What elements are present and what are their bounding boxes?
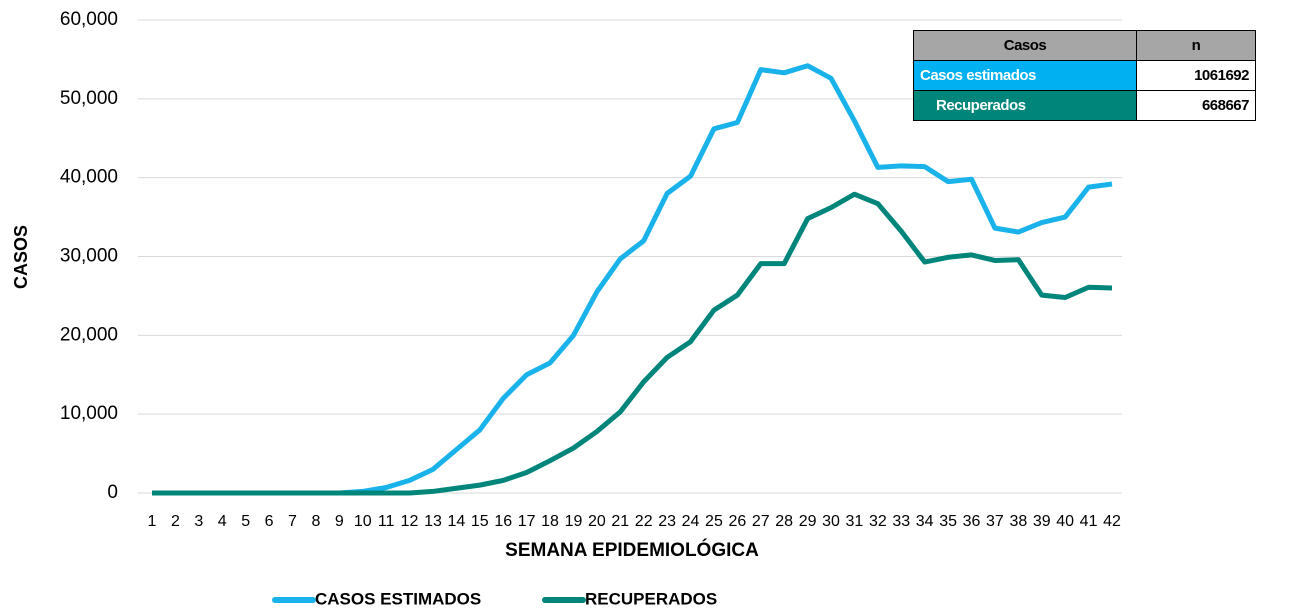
legend-label: CASOS ESTIMADOS [315,589,481,608]
x-tick-label: 9 [335,513,344,530]
summary-table: Casos n Casos estimados 1061692 Recupera… [913,30,1256,121]
x-tick-label: 15 [471,513,489,530]
y-tick-label: 60,000 [60,9,118,30]
x-tick-label: 14 [447,513,465,530]
table-cell: Casos estimados [913,60,1137,91]
x-tick-label: 13 [424,513,442,530]
x-tick-label: 4 [218,513,227,530]
y-tick-label: 10,000 [60,403,118,424]
table-cell: 668667 [1136,90,1256,121]
x-tick-label: 33 [892,513,910,530]
table-header: n [1136,30,1256,61]
x-tick-label: 41 [1080,513,1098,530]
y-axis-title: CASOS [11,225,31,289]
table-cell: 1061692 [1136,60,1256,91]
x-tick-label: 39 [1033,513,1051,530]
x-tick-label: 40 [1056,513,1074,530]
x-tick-label: 26 [728,513,746,530]
x-tick-label: 36 [963,513,981,530]
x-tick-label: 37 [986,513,1004,530]
x-tick-label: 17 [518,513,536,530]
y-tick-label: 30,000 [60,246,118,267]
x-tick-label: 27 [752,513,770,530]
x-tick-label: 8 [311,513,320,530]
x-tick-label: 19 [565,513,583,530]
x-tick-label: 28 [775,513,793,530]
x-tick-label: 22 [635,513,653,530]
x-tick-label: 6 [265,513,274,530]
x-tick-label: 34 [916,513,934,530]
x-tick-label: 12 [401,513,419,530]
y-tick-label: 50,000 [60,88,118,109]
x-tick-label: 24 [682,513,700,530]
series-line [152,63,1113,496]
legend-label: RECUPERADOS [585,589,717,608]
x-tick-label: 31 [846,513,864,530]
y-tick-label: 20,000 [60,324,118,345]
x-tick-label: 42 [1103,513,1121,530]
x-tick-label: 29 [799,513,817,530]
x-tick-label: 35 [939,513,957,530]
x-tick-label: 30 [822,513,840,530]
y-tick-label: 0 [107,482,118,503]
x-tick-label: 21 [611,513,629,530]
x-tick-label: 7 [288,513,297,530]
x-tick-label: 10 [354,513,372,530]
table-header: Casos [913,30,1137,61]
x-tick-label: 5 [241,513,250,530]
x-tick-label: 2 [171,513,180,530]
y-tick-label: 40,000 [60,167,118,188]
series-line [152,191,1113,496]
x-tick-label: 23 [658,513,676,530]
x-tick-label: 11 [378,513,395,530]
x-tick-label: 32 [869,513,887,530]
table-cell: Recuperados [913,90,1137,121]
x-axis-title: SEMANA EPIDEMIOLÓGICA [505,539,759,561]
x-tick-label: 3 [194,513,203,530]
x-tick-label: 38 [1009,513,1027,530]
x-tick-label: 16 [494,513,512,530]
x-tick-label: 25 [705,513,723,530]
x-tick-label: 1 [148,513,157,530]
x-tick-label: 20 [588,513,606,530]
x-tick-label: 18 [541,513,559,530]
